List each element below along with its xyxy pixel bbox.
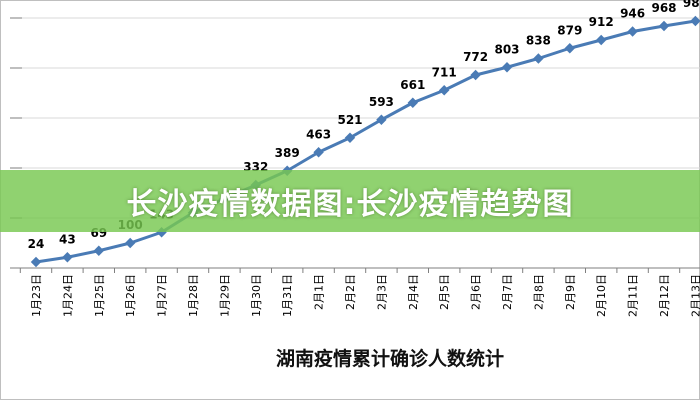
data-point-marker (564, 43, 576, 54)
x-tick-label: 2月9日 (564, 274, 577, 310)
data-point-marker (658, 20, 670, 32)
data-label: 389 (275, 146, 300, 160)
x-axis-tick-labels: 1月23日 1月24日 1月25日 1月26日 1月27日 1月28日 1月29日 1月30日… (30, 274, 700, 317)
data-point-marker (313, 147, 324, 158)
x-tick-label: 1月27日 (156, 274, 169, 317)
data-label: 143 (149, 207, 174, 221)
data-point-marker (124, 237, 136, 249)
data-label: 593 (369, 95, 394, 109)
data-point-marker (93, 245, 105, 256)
data-label: 43 (59, 232, 76, 246)
data-label: 946 (620, 7, 645, 21)
x-tick-label: 1月25日 (93, 274, 106, 317)
data-point-marker (595, 34, 607, 46)
data-point-marker (30, 256, 42, 268)
x-tick-label: 2月10日 (595, 274, 608, 317)
data-label: 332 (243, 160, 268, 174)
data-label: 24 (28, 237, 45, 251)
x-tick-label: 2月3日 (375, 274, 388, 310)
x-tick-label: 1月30日 (250, 274, 263, 317)
data-label: 988 (683, 0, 700, 10)
x-tick-label: 2月1日 (313, 274, 326, 310)
data-point-marker (407, 97, 419, 108)
x-tick-label: 1月26日 (124, 274, 137, 317)
data-point-marker (501, 62, 513, 73)
x-tick-label: 2月7日 (501, 274, 514, 310)
data-label: 100 (118, 218, 143, 232)
data-label: 711 (432, 65, 457, 79)
series-path (35, 19, 696, 264)
data-label: 521 (337, 113, 362, 127)
x-tick-label: 1月31日 (281, 274, 294, 317)
chart-title: 湖南疫情累计确诊人数统计 (276, 347, 504, 370)
x-tick-label: 1月23日 (30, 274, 43, 317)
data-point-marker (62, 252, 73, 263)
data-label: 968 (651, 1, 676, 15)
x-tick-label: 2月8日 (532, 274, 545, 310)
x-tick-label: 2月11日 (627, 274, 640, 317)
x-tick-label: 2月2日 (344, 274, 357, 310)
data-label: 912 (589, 15, 614, 29)
data-label: 772 (463, 50, 488, 64)
x-tick-label: 2月12日 (658, 274, 671, 317)
data-label: 661 (400, 78, 425, 92)
x-tick-label: 1月28日 (187, 274, 200, 317)
x-tick-label: 2月13日 (689, 274, 700, 317)
data-point-marker (376, 114, 387, 125)
x-tick-label: 1月29日 (218, 274, 231, 317)
x-tick-label: 2月6日 (470, 274, 483, 310)
data-label: 803 (494, 42, 519, 56)
x-tick-label: 1月24日 (61, 274, 74, 317)
data-label: 69 (90, 226, 107, 240)
data-point-marker (344, 132, 356, 143)
data-point-marker (533, 53, 544, 64)
data-point-marker (470, 69, 481, 81)
data-label: 879 (557, 23, 582, 37)
data-label: 838 (526, 34, 551, 48)
data-point-marker (690, 15, 700, 27)
series-line (30, 15, 700, 268)
x-tick-label: 2月5日 (438, 274, 451, 310)
data-point-marker (627, 26, 638, 37)
x-tick-label: 2月4日 (407, 274, 420, 310)
data-point-marker (438, 85, 450, 96)
data-label: 463 (306, 127, 331, 141)
